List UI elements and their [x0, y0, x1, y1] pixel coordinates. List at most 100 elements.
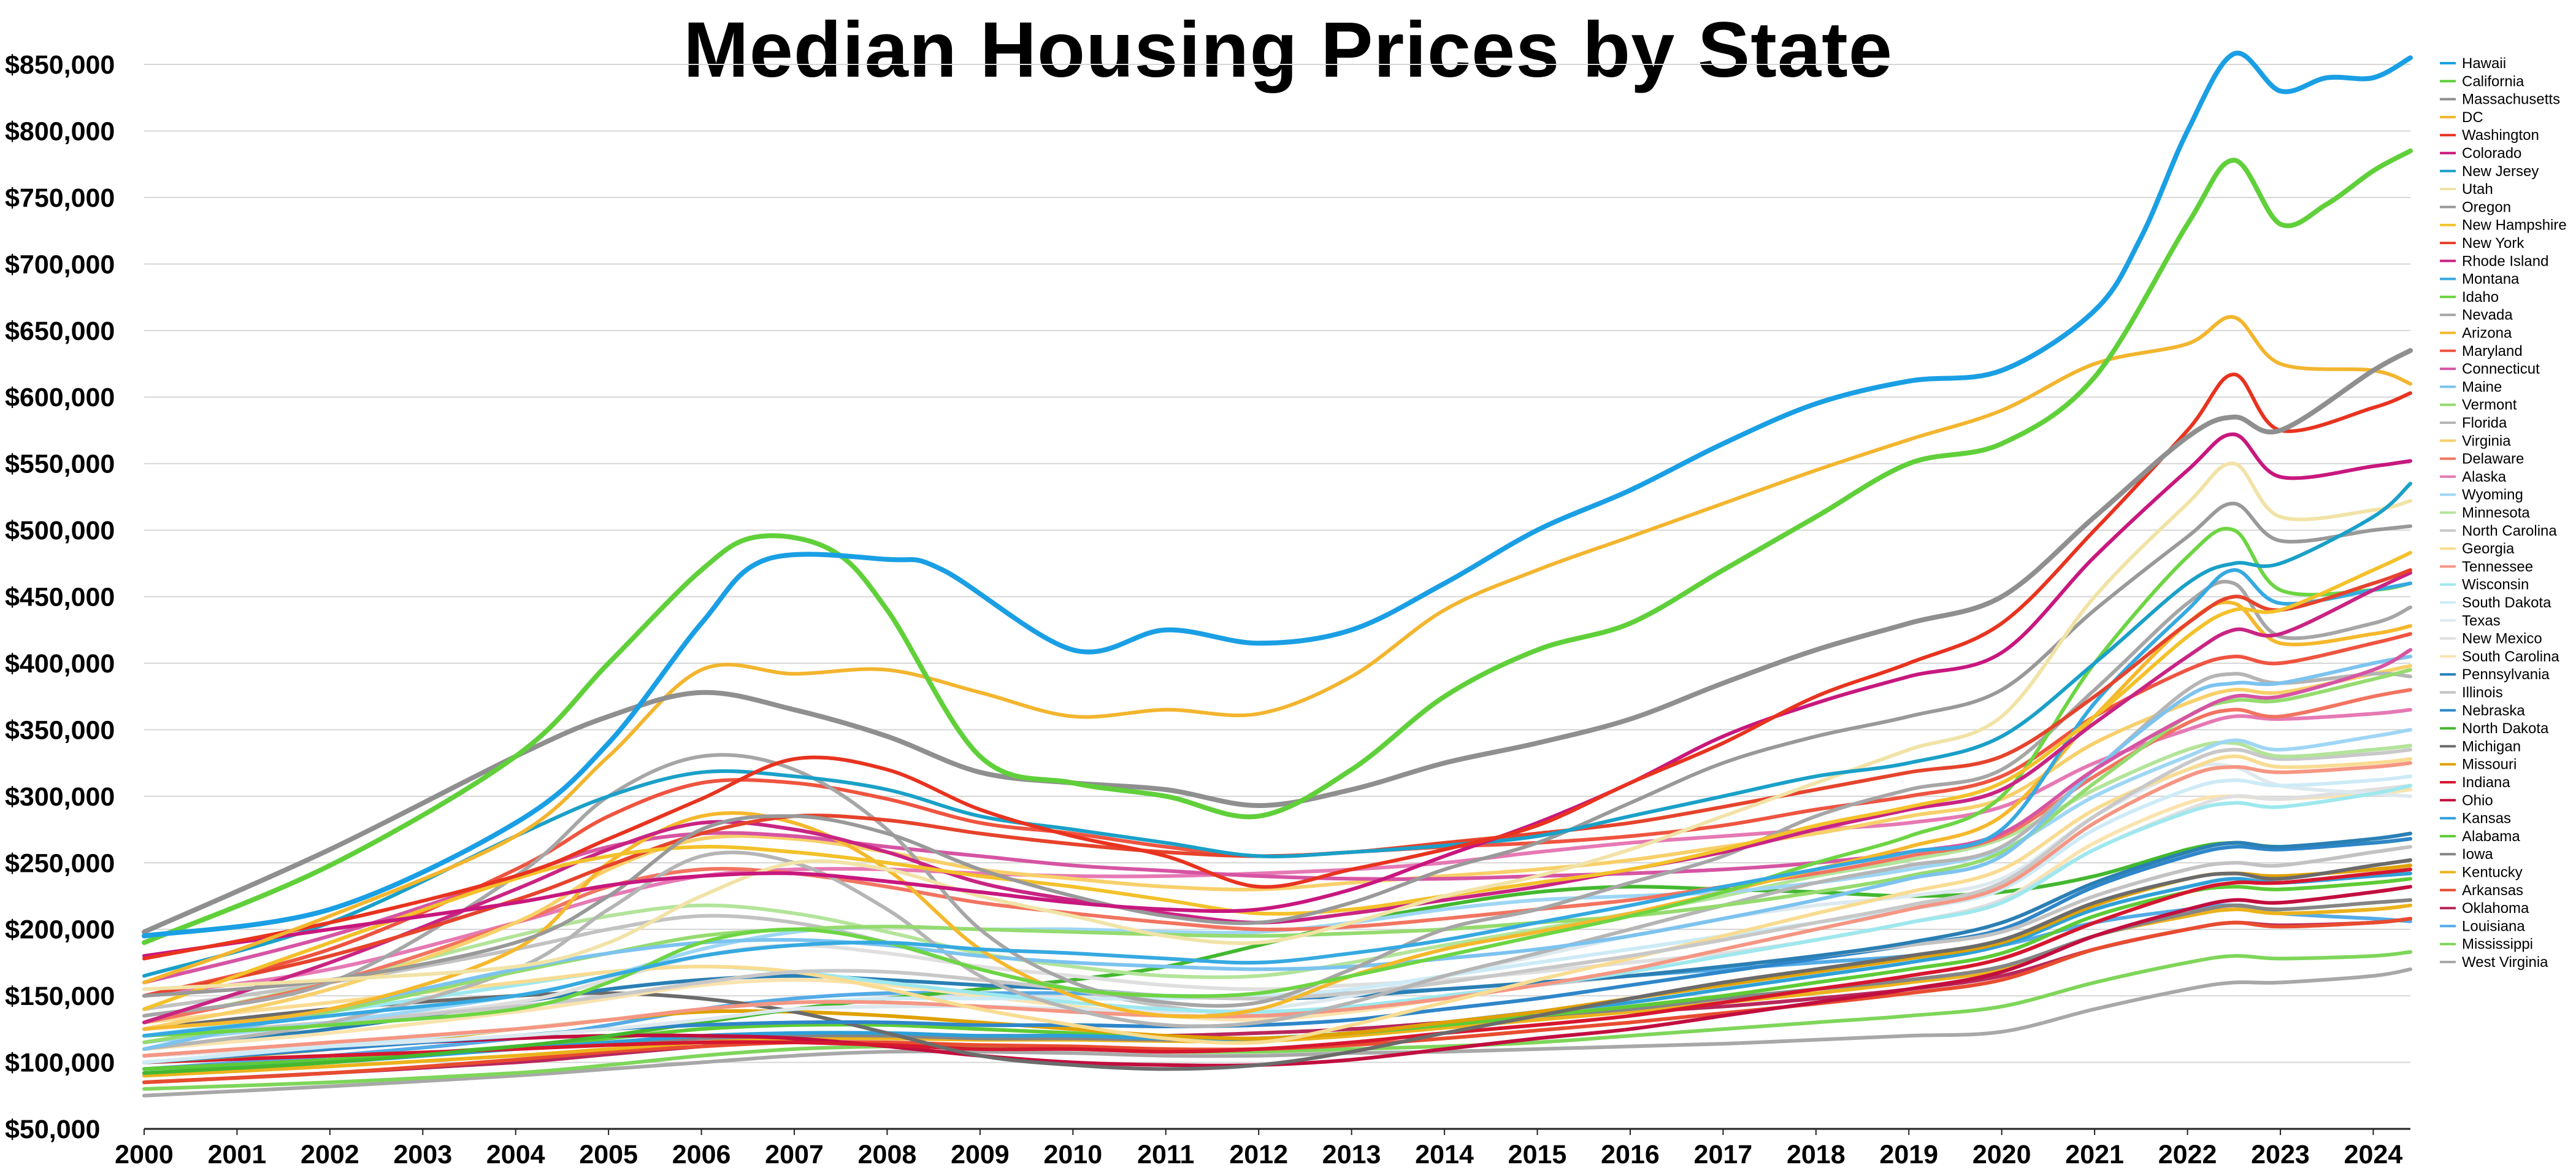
x-tick-label: 2009: [951, 1140, 1010, 1169]
y-tick-label: $300,000: [5, 782, 115, 812]
legend-label-new-jersey: New Jersey: [2462, 163, 2539, 180]
legend-label-oregon: Oregon: [2462, 199, 2511, 215]
legend-label-idaho: Idaho: [2462, 289, 2499, 306]
legend-label-florida: Florida: [2462, 415, 2507, 431]
series-line-rhode-island: [142, 571, 2412, 1025]
legend-label-montana: Montana: [2462, 271, 2520, 288]
series-line-utah: [142, 461, 2412, 991]
x-tick-label: 2002: [301, 1140, 359, 1169]
legend-label-hawaii: Hawaii: [2462, 55, 2506, 72]
legend-label-missouri: Missouri: [2462, 756, 2517, 773]
legend: HawaiiCaliforniaMassachusettsDCWashingto…: [2440, 55, 2567, 971]
chart-title: Median Housing Prices by State: [683, 6, 1893, 94]
x-tick-label: 2018: [1787, 1140, 1846, 1169]
legend-label-new-york: New York: [2462, 235, 2524, 252]
series-line-california: [142, 148, 2413, 945]
legend-label-louisiana: Louisiana: [2462, 918, 2525, 934]
legend-label-georgia: Georgia: [2462, 541, 2515, 557]
series-line-colorado: [142, 432, 2412, 958]
y-tick-label: $650,000: [5, 317, 115, 346]
series-line-hawaii: [142, 50, 2413, 939]
legend-label-nebraska: Nebraska: [2462, 702, 2525, 719]
series-line-nevada: [142, 579, 2412, 1018]
x-tick-label: 2017: [1694, 1140, 1753, 1169]
legend-label-colorado: Colorado: [2462, 145, 2521, 162]
legend-label-utah: Utah: [2462, 181, 2493, 198]
x-tick-label: 2019: [1879, 1140, 1938, 1169]
series-line-montana: [142, 568, 2412, 1038]
legend-label-kentucky: Kentucky: [2462, 864, 2523, 881]
y-tick-label: $700,000: [5, 250, 115, 279]
y-tick-label: $150,000: [5, 982, 115, 1011]
y-tick-label: $400,000: [5, 649, 115, 679]
legend-label-connecticut: Connecticut: [2462, 361, 2540, 377]
legend-label-kansas: Kansas: [2462, 810, 2511, 827]
series-line-ohio: [142, 885, 2412, 1068]
y-tick-label: $100,000: [5, 1049, 115, 1078]
legend-label-new-hampshire: New Hampshire: [2462, 217, 2567, 234]
series-line-pennsylvania: [142, 831, 2412, 1051]
legend-label-iowa: Iowa: [2462, 846, 2493, 863]
series-line-oregon: [142, 501, 2412, 998]
x-tick-label: 2023: [2251, 1140, 2310, 1169]
legend-label-wisconsin: Wisconsin: [2462, 577, 2529, 593]
x-tick-label: 2010: [1044, 1140, 1103, 1169]
x-tick-label: 2015: [1508, 1140, 1567, 1169]
series-line-west-virginia: [142, 967, 2412, 1098]
series-line-massachusetts: [142, 348, 2413, 934]
y-tick-label: $50,000: [5, 1115, 100, 1144]
legend-label-south-carolina: South Carolina: [2462, 649, 2559, 665]
legend-label-south-dakota: South Dakota: [2462, 595, 2551, 611]
series-line-new-hampshire: [142, 550, 2412, 1011]
y-tick-label: $600,000: [5, 383, 115, 412]
legend-label-north-carolina: North Carolina: [2462, 523, 2557, 539]
legend-label-wyoming: Wyoming: [2462, 487, 2523, 503]
series-layer: [142, 50, 2413, 1098]
y-tick-label: $800,000: [5, 117, 115, 146]
x-tick-label: 2022: [2158, 1140, 2217, 1169]
x-tick-label: 2005: [579, 1140, 638, 1169]
legend-label-massachusetts: Massachusetts: [2462, 91, 2560, 108]
y-tick-label: $250,000: [5, 849, 115, 878]
series-line-north-carolina: [142, 747, 2412, 1038]
legend-label-west-virginia: West Virginia: [2462, 954, 2548, 971]
series-line-delaware: [142, 688, 2412, 1025]
legend-label-vermont: Vermont: [2462, 397, 2517, 414]
x-tick-label: 2016: [1601, 1140, 1660, 1169]
x-tick-label: 2013: [1322, 1140, 1381, 1169]
series-line-south-carolina: [142, 788, 2412, 1051]
legend-label-north-dakota: North Dakota: [2462, 720, 2549, 737]
x-tick-label: 2014: [1415, 1140, 1474, 1169]
y-tick-label: $200,000: [5, 915, 115, 945]
x-tick-label: 2006: [672, 1140, 731, 1169]
legend-label-alabama: Alabama: [2462, 828, 2520, 845]
y-tick-label: $450,000: [5, 583, 115, 612]
legend-label-dc: DC: [2462, 109, 2483, 126]
y-tick-label: $850,000: [5, 50, 115, 80]
x-tick-label: 2000: [115, 1140, 174, 1169]
legend-label-washington: Washington: [2462, 127, 2539, 144]
y-tick-label: $750,000: [5, 183, 115, 213]
x-tick-label: 2021: [2065, 1140, 2124, 1169]
series-line-arkansas: [142, 917, 2412, 1085]
legend-label-indiana: Indiana: [2462, 774, 2510, 791]
x-tick-label: 2004: [486, 1140, 545, 1169]
x-tick-label: 2011: [1137, 1140, 1194, 1169]
axis-layer: $50,000 $100,000 $150,000 $200,000 $250,000 $…: [5, 50, 2410, 1169]
legend-label-texas: Texas: [2462, 612, 2501, 629]
legend-label-ohio: Ohio: [2462, 792, 2493, 809]
legend-label-pennsylvania: Pennsylvania: [2462, 666, 2550, 683]
legend-label-virginia: Virginia: [2462, 433, 2511, 449]
legend-label-mississippi: Mississippi: [2462, 936, 2533, 953]
y-tick-label: $550,000: [5, 450, 115, 479]
legend-label-arkansas: Arkansas: [2462, 882, 2523, 899]
legend-label-delaware: Delaware: [2462, 451, 2524, 468]
y-tick-label: $350,000: [5, 715, 115, 745]
series-line-vermont: [142, 668, 2412, 1044]
legend-label-maryland: Maryland: [2462, 343, 2523, 360]
series-line-idaho: [142, 526, 2412, 1038]
legend-label-oklahoma: Oklahoma: [2462, 900, 2529, 917]
x-tick-label: 2003: [393, 1140, 452, 1169]
legend-label-tennessee: Tennessee: [2462, 558, 2533, 575]
